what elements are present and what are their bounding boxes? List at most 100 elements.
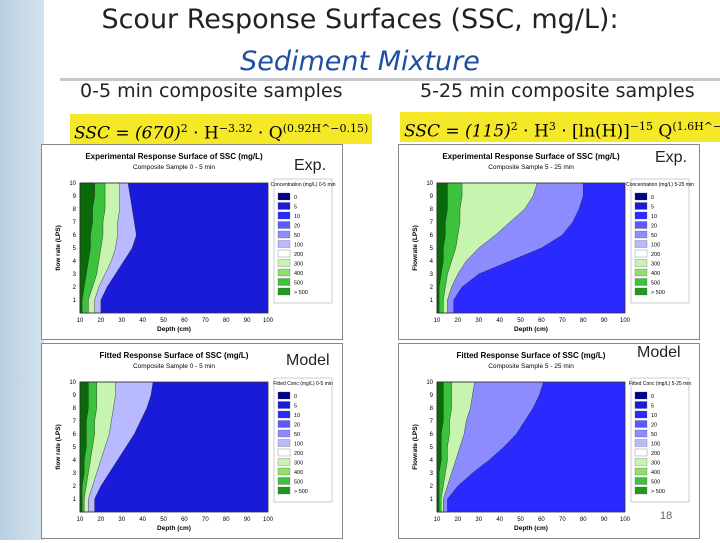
y-tick-label: 3 (73, 471, 77, 477)
x-axis-label: Depth (cm) (157, 326, 191, 333)
y-tick-label: 3 (430, 272, 434, 278)
legend-swatch (277, 287, 291, 296)
slide-sidebar (0, 0, 44, 540)
legend-label: 300 (651, 461, 660, 467)
x-tick-label: 30 (118, 517, 125, 523)
y-tick-label: 3 (73, 272, 77, 278)
y-tick-label: 7 (430, 220, 434, 226)
y-tick-label: 8 (430, 207, 434, 213)
legend-label: 5 (294, 404, 297, 410)
legend-swatch (634, 240, 648, 248)
right-eq-p3: −15 (629, 120, 653, 133)
legend-swatch (634, 249, 648, 258)
y-axis-label: Flowrate (LPS) (412, 225, 419, 271)
chart-title: Experimental Response Surface of SSC (mg… (442, 152, 620, 161)
legend-swatch (634, 467, 648, 476)
legend-label: 200 (651, 451, 660, 457)
legend-label: 100 (651, 442, 660, 448)
x-tick-label: 90 (601, 517, 608, 523)
x-tick-label: 100 (620, 318, 631, 324)
y-tick-label: 1 (430, 298, 434, 304)
x-tick-label: 60 (538, 517, 545, 523)
y-tick-label: 8 (73, 207, 77, 213)
plot-frame (436, 381, 626, 513)
x-tick-label: 20 (98, 318, 105, 324)
legend-swatch (277, 477, 291, 485)
y-axis-label: Flowrate (LPS) (412, 424, 419, 470)
panel-tag: Exp. (655, 149, 688, 166)
panel-tag: Exp. (294, 157, 327, 174)
panel-model-0-5: Fitted Response Surface of SSC (mg/L) Com… (41, 343, 343, 539)
legend-swatch (277, 268, 291, 277)
left-column-subtitle: 0-5 min composite samples (80, 80, 343, 102)
legend-swatch (634, 429, 648, 438)
legend-swatch (634, 439, 648, 447)
legend-label: 500 (294, 281, 303, 287)
x-tick-label: 40 (139, 318, 146, 324)
x-tick-label: 30 (475, 517, 482, 523)
y-tick-label: 6 (73, 432, 77, 438)
x-tick-label: 10 (77, 318, 84, 324)
legend-label: 200 (294, 252, 303, 258)
legend-swatch (277, 192, 291, 201)
y-tick-label: 5 (430, 246, 434, 252)
x-tick-label: 60 (181, 318, 188, 324)
legend-label: 0 (294, 394, 297, 400)
legend-label: 0 (651, 394, 654, 400)
x-tick-label: 50 (160, 318, 167, 324)
x-tick-label: 70 (202, 318, 209, 324)
legend-title: Fitted Conc (mg/L) 0-5 min (273, 381, 333, 387)
plot-frame (79, 381, 269, 513)
panel-exp-0-5: Experimental Response Surface of SSC (mg… (41, 144, 343, 340)
slide-title: Scour Response Surfaces (SSC, mg/L): (101, 4, 619, 35)
legend-label: 50 (294, 432, 300, 438)
x-axis-label: Depth (cm) (514, 525, 548, 532)
right-eq-lhs: SSC = (115) (404, 121, 511, 142)
x-tick-label: 40 (496, 517, 503, 523)
legend-label: 200 (294, 451, 303, 457)
legend-swatch (634, 259, 648, 267)
y-tick-label: 8 (73, 406, 77, 412)
legend-label: 0 (294, 195, 297, 201)
x-tick-label: 20 (98, 517, 105, 523)
legend-swatch (634, 410, 648, 419)
right-eq-p4: (1.6H^−0.19) (672, 120, 720, 133)
title-rule (60, 78, 720, 81)
x-tick-label: 50 (517, 517, 524, 523)
right-eq-p2: 3 (548, 120, 556, 133)
legend-label: > 500 (651, 290, 665, 296)
x-tick-label: 60 (181, 517, 188, 523)
y-tick-label: 4 (430, 259, 434, 265)
x-tick-label: 60 (538, 318, 545, 324)
legend-swatch (634, 230, 648, 239)
legend-label: 5 (294, 205, 297, 211)
chart-exp-5-25: Experimental Response Surface of SSC (mg… (412, 152, 694, 333)
y-tick-label: 9 (73, 194, 77, 200)
chart-model-0-5: Fitted Response Surface of SSC (mg/L) Com… (55, 351, 333, 532)
x-tick-label: 10 (434, 517, 441, 523)
legend-swatch (277, 249, 291, 258)
x-axis-label: Depth (cm) (157, 525, 191, 532)
legend-label: 200 (651, 252, 660, 258)
chart-subtitle: Composite Sample 0 - 5 min (133, 363, 215, 370)
contour-band (436, 381, 444, 513)
legend-swatch (277, 259, 291, 267)
y-tick-label: 6 (430, 432, 434, 438)
legend-label: 10 (651, 214, 657, 220)
right-eq-p1: 2 (510, 120, 518, 133)
legend-swatch (634, 401, 648, 409)
contour-band (79, 381, 89, 513)
legend-label: 50 (651, 432, 657, 438)
legend-label: 400 (651, 271, 660, 277)
legend-swatch (634, 458, 648, 466)
y-tick-label: 4 (73, 259, 77, 265)
x-tick-label: 90 (244, 517, 251, 523)
chart-subtitle: Composite Sample 0 - 5 min (133, 164, 215, 171)
legend-swatch (634, 486, 648, 495)
x-tick-label: 90 (244, 318, 251, 324)
left-eq-h: · H (187, 123, 219, 144)
left-eq-p3: (0.92H^−0.15) (282, 122, 369, 135)
right-equation: SSC = (115)2 · H3 · [ln(H)]−15 Q(1.6H^−0… (400, 112, 720, 142)
y-tick-label: 6 (430, 233, 434, 239)
y-tick-label: 1 (430, 497, 434, 503)
